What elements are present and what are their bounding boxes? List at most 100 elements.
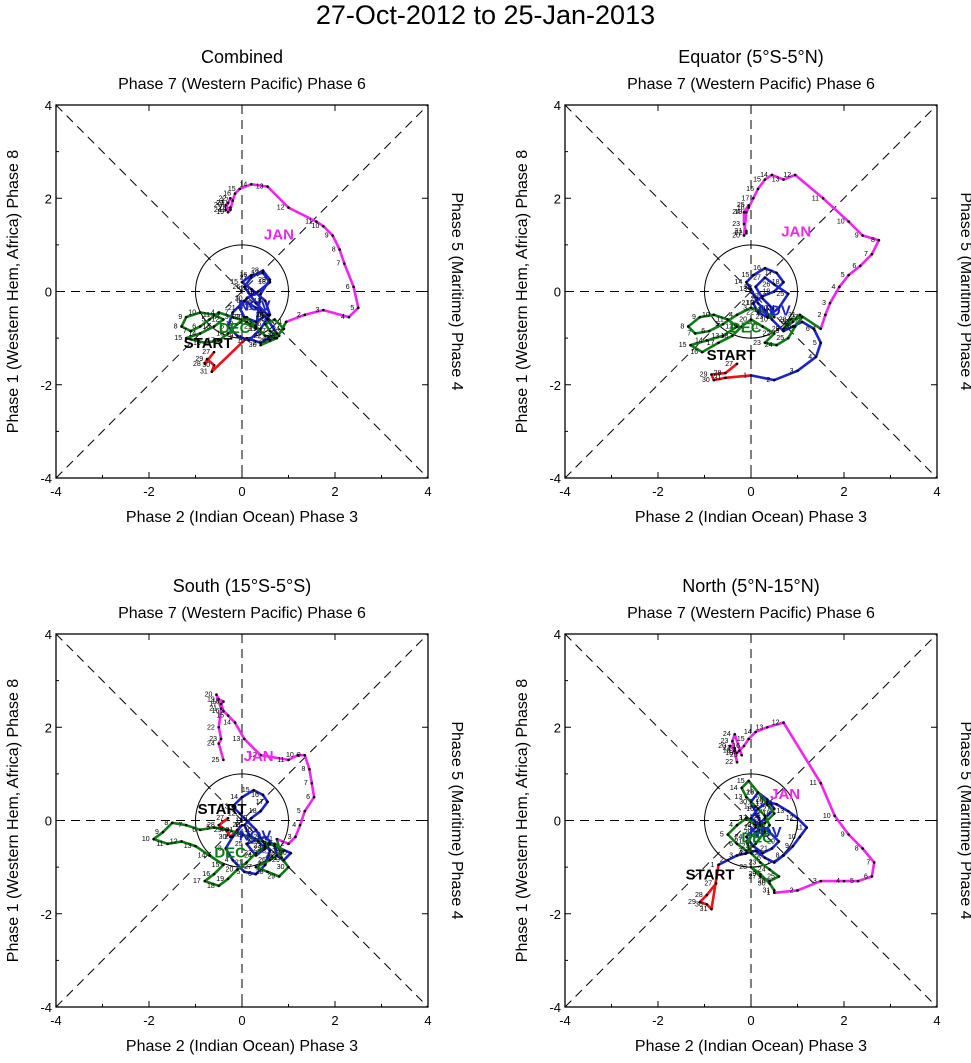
- day-marker: [231, 805, 234, 808]
- day-label: 21: [216, 200, 224, 207]
- day-label: 29: [258, 277, 266, 284]
- day-label: 9: [776, 328, 780, 335]
- day-marker: [226, 325, 230, 328]
- day-marker: [747, 206, 750, 209]
- main-title: 27-Oct-2012 to 25-Jan-2013: [316, 0, 655, 30]
- start-label: START: [198, 801, 247, 818]
- day-marker: [765, 802, 769, 806]
- day-marker: [266, 800, 269, 804]
- day-label: 16: [746, 790, 754, 797]
- day-marker: [707, 329, 711, 333]
- day-label: 10: [142, 836, 150, 843]
- day-label: 20: [235, 314, 243, 321]
- day-label: 4: [808, 354, 812, 361]
- day-marker: [833, 814, 836, 818]
- day-label: 5: [715, 321, 719, 328]
- day-label: 21: [760, 845, 768, 852]
- day-marker: [800, 320, 804, 324]
- day-marker: [772, 807, 776, 811]
- day-marker: [254, 320, 258, 324]
- day-label: 29: [258, 337, 266, 344]
- day-marker: [236, 828, 239, 832]
- day-label: 1: [234, 822, 238, 829]
- x-tick-label: -4: [559, 484, 571, 499]
- day-marker: [287, 206, 290, 209]
- day-label: 11: [754, 307, 761, 314]
- day-marker: [726, 318, 730, 321]
- day-label: 5: [841, 272, 845, 279]
- day-label: 2: [766, 377, 770, 384]
- y-tick-label: -4: [549, 471, 561, 486]
- bottom-axis-label: Phase 2 (Indian Ocean) Phase 3: [126, 509, 358, 526]
- x-tick-label: -4: [559, 1013, 571, 1028]
- day-label: 9: [692, 314, 696, 321]
- day-marker: [745, 851, 748, 855]
- day-marker: [735, 842, 739, 846]
- day-marker: [212, 325, 216, 328]
- day-marker: [243, 299, 246, 303]
- day-marker: [761, 297, 764, 300]
- day-marker: [754, 805, 757, 808]
- day-label: 8: [164, 820, 168, 827]
- day-marker: [226, 332, 230, 335]
- day-label: 30: [695, 901, 703, 908]
- day-label: 18: [216, 330, 224, 337]
- day-label: 28: [207, 822, 215, 829]
- day-label: 19: [246, 289, 254, 296]
- day-label: 13: [739, 286, 747, 293]
- day-marker: [763, 830, 767, 834]
- day-marker: [763, 821, 767, 825]
- day-marker: [170, 821, 174, 825]
- day-marker: [238, 306, 241, 310]
- day-label: 17: [251, 270, 259, 277]
- day-label: 13: [755, 724, 763, 731]
- day-marker: [217, 339, 221, 342]
- day-label: 4: [729, 312, 733, 319]
- day-marker: [763, 341, 767, 345]
- day-marker: [749, 306, 753, 310]
- day-label: 7: [225, 309, 229, 316]
- day-label: 30: [277, 864, 285, 871]
- day-marker: [877, 238, 881, 242]
- day-label: 10: [244, 827, 252, 834]
- day-label: 14: [760, 172, 768, 179]
- day-marker: [282, 849, 286, 853]
- day-label: 11: [812, 195, 819, 202]
- day-label: 7: [738, 848, 742, 855]
- day-marker: [256, 840, 260, 843]
- day-label: 28: [267, 333, 275, 340]
- day-label: 15: [755, 799, 763, 806]
- day-label: 21: [244, 323, 252, 330]
- day-marker: [254, 854, 258, 857]
- day-label: 27: [762, 806, 770, 813]
- day-marker: [226, 828, 230, 832]
- day-marker: [322, 308, 325, 312]
- day-marker: [740, 753, 743, 757]
- day-label: 14: [240, 286, 248, 293]
- day-marker: [763, 816, 767, 820]
- day-label: 10: [760, 316, 768, 323]
- day-label: 2: [748, 822, 752, 829]
- day-marker: [217, 884, 221, 888]
- day-marker: [740, 325, 743, 328]
- day-label: 18: [737, 205, 745, 212]
- month-label-dec: DEC: [741, 829, 773, 846]
- day-marker: [198, 332, 202, 335]
- day-marker: [772, 290, 776, 293]
- day-label: 1: [248, 326, 252, 333]
- day-label: 12: [170, 838, 178, 845]
- day-label: 24: [758, 866, 766, 873]
- day-marker: [828, 301, 832, 305]
- day-label: 24: [263, 841, 271, 848]
- day-marker: [847, 833, 850, 836]
- day-marker: [243, 285, 246, 289]
- day-label: 22: [725, 759, 733, 766]
- day-label: 29: [195, 356, 203, 363]
- day-label: 8: [748, 841, 752, 848]
- day-marker: [238, 812, 241, 815]
- day-marker: [180, 325, 183, 328]
- day-marker: [284, 320, 288, 324]
- day-label: 16: [193, 340, 201, 347]
- day-marker: [231, 835, 234, 839]
- day-label: 28: [265, 852, 273, 859]
